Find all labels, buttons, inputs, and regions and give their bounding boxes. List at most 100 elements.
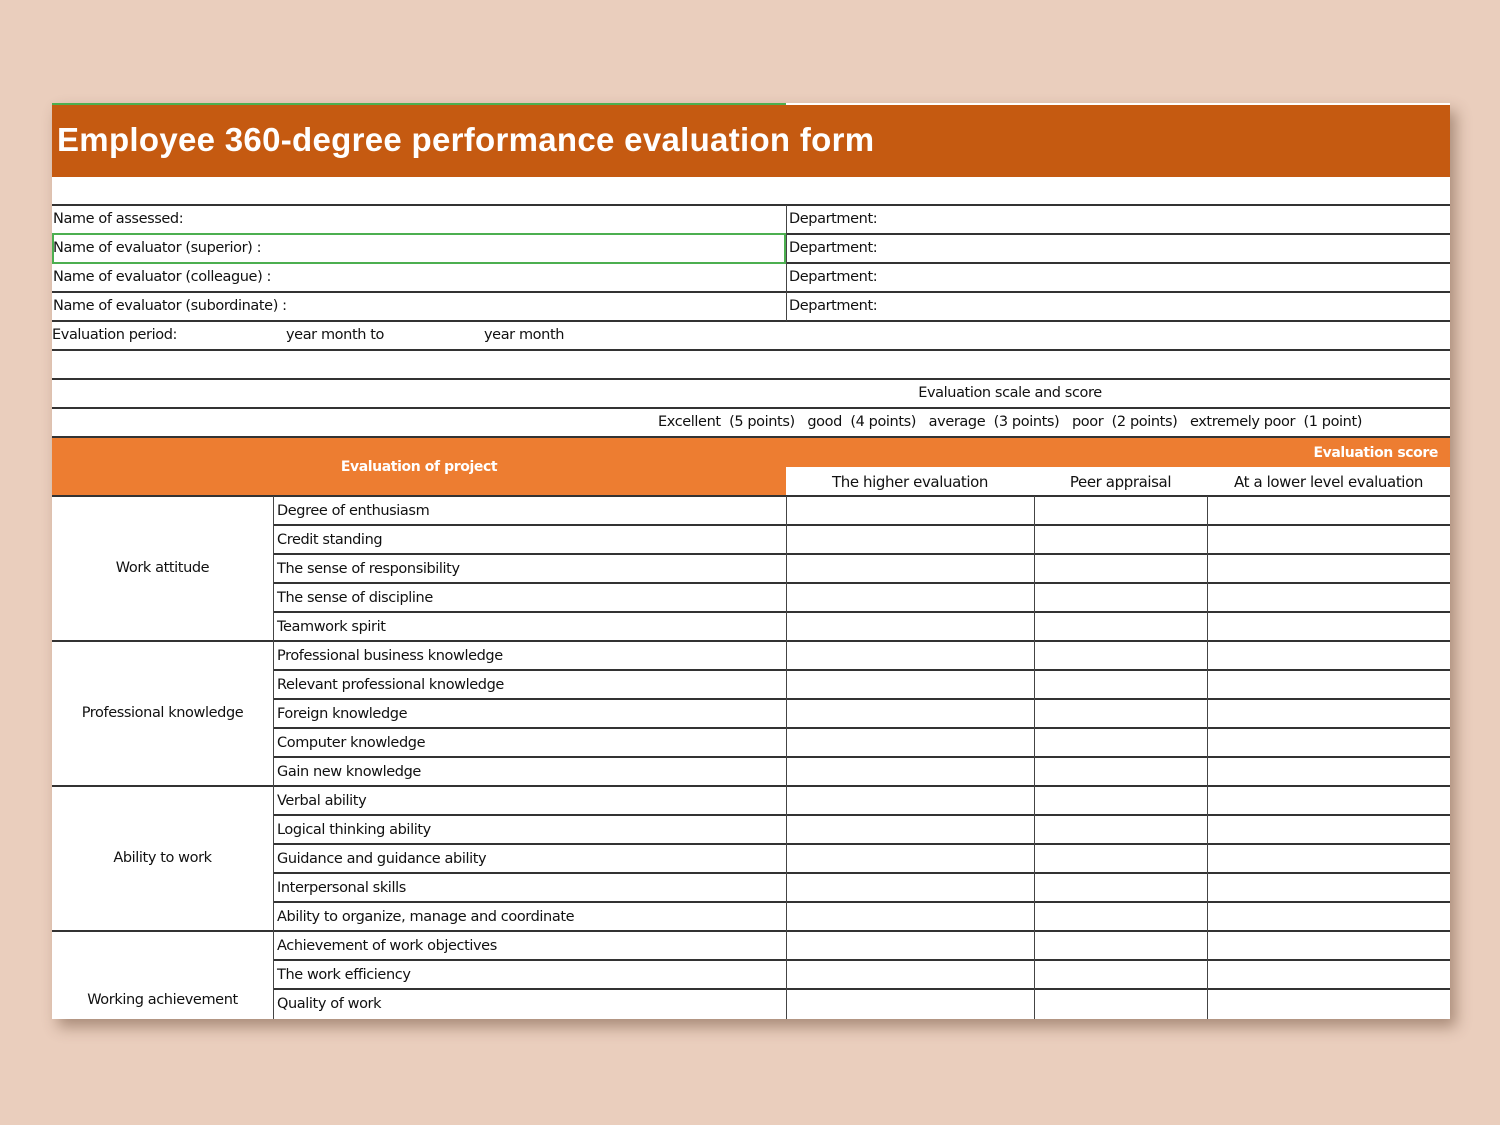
score-cell[interactable] xyxy=(1034,496,1207,525)
page-title: Employee 360-degree performance evaluati… xyxy=(57,121,875,158)
score-column-header: The higher evaluation xyxy=(831,473,989,491)
score-cell[interactable] xyxy=(1207,641,1450,670)
score-cell[interactable] xyxy=(786,844,1034,873)
period-from[interactable]: year month to xyxy=(286,327,384,343)
row-border xyxy=(786,495,1450,497)
score-cell[interactable] xyxy=(786,525,1034,554)
column-border xyxy=(1207,496,1208,1019)
score-cell[interactable] xyxy=(1034,728,1207,757)
score-cell[interactable] xyxy=(1207,989,1450,1018)
score-cell[interactable] xyxy=(1207,699,1450,728)
score-cell[interactable] xyxy=(786,641,1034,670)
score-cell[interactable] xyxy=(1207,728,1450,757)
item-label: Gain new knowledge xyxy=(277,764,421,780)
row-border xyxy=(273,727,1450,729)
score-cell[interactable] xyxy=(786,902,1034,931)
score-cell[interactable] xyxy=(1034,641,1207,670)
row-border xyxy=(273,814,1450,816)
item-label: The work efficiency xyxy=(277,967,411,983)
row-border xyxy=(273,553,1450,555)
title-band: Employee 360-degree performance evaluati… xyxy=(52,105,1450,177)
score-cell[interactable] xyxy=(1207,844,1450,873)
score-cell[interactable] xyxy=(1034,873,1207,902)
row-border xyxy=(52,640,1450,642)
score-cell[interactable] xyxy=(1207,873,1450,902)
score-cell[interactable] xyxy=(1207,583,1450,612)
score-cell[interactable] xyxy=(1207,931,1450,960)
score-cell[interactable] xyxy=(786,815,1034,844)
row-border xyxy=(273,959,1450,961)
item-label: The sense of discipline xyxy=(277,590,433,606)
item-label: Computer knowledge xyxy=(277,735,426,751)
item-label: Logical thinking ability xyxy=(277,822,431,838)
score-cell[interactable] xyxy=(1034,815,1207,844)
score-cell[interactable] xyxy=(1034,612,1207,641)
score-cell[interactable] xyxy=(1034,583,1207,612)
score-cell[interactable] xyxy=(1207,670,1450,699)
row-border xyxy=(273,843,1450,845)
score-cell[interactable] xyxy=(1034,699,1207,728)
item-label: Professional business knowledge xyxy=(277,648,503,664)
score-cell[interactable] xyxy=(1034,902,1207,931)
score-cell[interactable] xyxy=(1207,554,1450,583)
row-border xyxy=(273,582,1450,584)
department-field[interactable]: Department: xyxy=(789,211,878,227)
row-border xyxy=(273,901,1450,903)
score-cell[interactable] xyxy=(1207,496,1450,525)
score-cell[interactable] xyxy=(1207,757,1450,786)
score-cell[interactable] xyxy=(786,960,1034,989)
score-cell[interactable] xyxy=(1207,612,1450,641)
row-border xyxy=(273,611,1450,613)
score-cell[interactable] xyxy=(1207,960,1450,989)
score-cell[interactable] xyxy=(1034,670,1207,699)
row-border xyxy=(52,378,1450,380)
group-label: Ability to work xyxy=(113,850,212,866)
score-cell[interactable] xyxy=(1034,757,1207,786)
item-label: Degree of enthusiasm xyxy=(277,503,430,519)
period-to[interactable]: year month xyxy=(484,327,565,343)
score-cell[interactable] xyxy=(786,757,1034,786)
item-label: The sense of responsibility xyxy=(277,561,460,577)
score-cell[interactable] xyxy=(1207,786,1450,815)
score-cell[interactable] xyxy=(786,554,1034,583)
score-cell[interactable] xyxy=(786,670,1034,699)
group-label: Work attitude xyxy=(115,560,210,576)
name-field[interactable]: Name of evaluator (superior) : xyxy=(53,240,262,256)
item-label: Verbal ability xyxy=(277,793,367,809)
score-cell[interactable] xyxy=(1034,786,1207,815)
score-cell[interactable] xyxy=(786,612,1034,641)
name-field[interactable]: Name of evaluator (colleague) : xyxy=(53,269,272,285)
score-cell[interactable] xyxy=(786,989,1034,1018)
score-cell[interactable] xyxy=(1207,902,1450,931)
scale-levels: Excellent (5 points) good (4 points) ave… xyxy=(658,414,1362,430)
department-field[interactable]: Department: xyxy=(789,240,878,256)
name-field[interactable]: Name of assessed: xyxy=(53,211,184,227)
score-cell[interactable] xyxy=(1034,960,1207,989)
score-cell[interactable] xyxy=(1034,554,1207,583)
row-border xyxy=(52,204,1450,206)
scale-title: Evaluation scale and score xyxy=(918,385,1102,401)
score-cell[interactable] xyxy=(786,728,1034,757)
score-cell[interactable] xyxy=(786,583,1034,612)
score-cell[interactable] xyxy=(1034,931,1207,960)
score-cell[interactable] xyxy=(786,786,1034,815)
name-field[interactable]: Name of evaluator (subordinate) : xyxy=(53,298,287,314)
department-field[interactable]: Department: xyxy=(789,269,878,285)
score-cell[interactable] xyxy=(786,699,1034,728)
score-cell[interactable] xyxy=(786,873,1034,902)
row-border xyxy=(52,349,1450,351)
department-field[interactable]: Department: xyxy=(789,298,878,314)
item-label: Credit standing xyxy=(277,532,383,548)
score-cell[interactable] xyxy=(786,931,1034,960)
score-cell[interactable] xyxy=(786,496,1034,525)
score-cell[interactable] xyxy=(1034,989,1207,1018)
score-cell[interactable] xyxy=(1207,815,1450,844)
row-border xyxy=(273,988,1450,990)
score-cell[interactable] xyxy=(1034,525,1207,554)
selected-cell[interactable] xyxy=(52,233,786,264)
row-border xyxy=(52,930,1450,932)
score-cell[interactable] xyxy=(1207,525,1450,554)
score-header: Evaluation score xyxy=(786,438,1450,467)
group-label: Professional knowledge xyxy=(81,705,244,721)
score-cell[interactable] xyxy=(1034,844,1207,873)
